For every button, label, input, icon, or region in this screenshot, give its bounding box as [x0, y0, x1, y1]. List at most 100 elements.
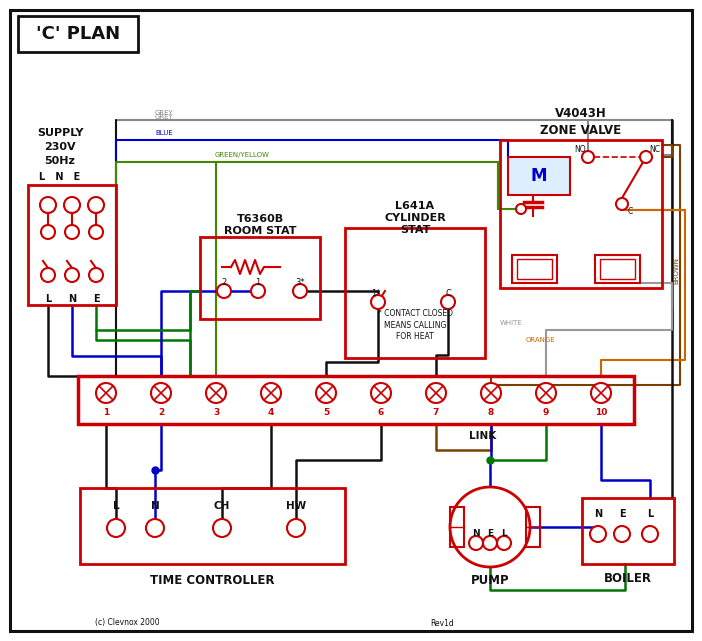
Text: 9: 9	[543, 408, 549, 417]
Bar	[450, 507, 464, 547]
Text: E: E	[487, 528, 493, 538]
Circle shape	[516, 204, 526, 214]
Text: 3: 3	[213, 408, 219, 417]
Circle shape	[497, 536, 511, 550]
Circle shape	[107, 519, 125, 537]
Bar	[200, 237, 320, 319]
Bar	[18, 16, 138, 52]
Circle shape	[41, 268, 55, 282]
Text: 230V: 230V	[44, 142, 76, 152]
Circle shape	[316, 383, 336, 403]
Text: ORANGE: ORANGE	[526, 337, 555, 343]
Text: GREY: GREY	[155, 110, 174, 116]
Text: HW: HW	[286, 501, 306, 511]
Bar	[500, 140, 662, 288]
Text: L: L	[501, 528, 507, 538]
Circle shape	[40, 197, 56, 213]
Text: WHITE: WHITE	[500, 320, 523, 326]
Text: 6: 6	[378, 408, 384, 417]
Text: L641A
CYLINDER
STAT: L641A CYLINDER STAT	[384, 201, 446, 235]
Text: NO: NO	[574, 144, 585, 153]
Circle shape	[41, 225, 55, 239]
Bar	[600, 259, 635, 279]
Text: L   N   E: L N E	[39, 172, 81, 182]
Circle shape	[642, 526, 658, 542]
Text: C: C	[445, 288, 451, 297]
Circle shape	[614, 526, 630, 542]
Bar	[28, 185, 116, 305]
Circle shape	[65, 268, 79, 282]
Text: Rev1d: Rev1d	[430, 619, 453, 628]
Text: LINK: LINK	[470, 431, 496, 441]
Text: V4043H
ZONE VALVE: V4043H ZONE VALVE	[541, 107, 621, 137]
Text: 7: 7	[433, 408, 439, 417]
Circle shape	[217, 284, 231, 298]
Text: 2: 2	[221, 278, 227, 287]
Text: M: M	[531, 167, 548, 185]
Circle shape	[426, 383, 446, 403]
Circle shape	[213, 519, 231, 537]
Text: GREY: GREY	[155, 114, 174, 120]
Circle shape	[206, 383, 226, 403]
Bar	[78, 376, 634, 424]
Bar	[526, 507, 540, 547]
Text: E: E	[618, 509, 625, 519]
Text: N: N	[472, 528, 479, 538]
Text: N: N	[68, 294, 76, 304]
Text: 8: 8	[488, 408, 494, 417]
Circle shape	[450, 487, 530, 567]
Text: SUPPLY: SUPPLY	[37, 128, 84, 138]
Text: 50Hz: 50Hz	[44, 156, 75, 166]
Circle shape	[616, 198, 628, 210]
Circle shape	[261, 383, 281, 403]
Text: * CONTACT CLOSED
MEANS CALLING
FOR HEAT: * CONTACT CLOSED MEANS CALLING FOR HEAT	[378, 309, 453, 341]
Text: GREEN/YELLOW: GREEN/YELLOW	[215, 152, 270, 158]
Circle shape	[590, 526, 606, 542]
Circle shape	[151, 383, 171, 403]
Text: TIME CONTROLLER: TIME CONTROLLER	[150, 574, 274, 587]
Circle shape	[591, 383, 611, 403]
Text: BLUE: BLUE	[155, 130, 173, 136]
Text: BROWN: BROWN	[673, 256, 679, 283]
Circle shape	[88, 197, 104, 213]
Text: 'C' PLAN: 'C' PLAN	[36, 25, 120, 43]
Text: (c) Clevnox 2000: (c) Clevnox 2000	[95, 619, 159, 628]
Text: 1*: 1*	[371, 288, 380, 297]
Text: 2: 2	[158, 408, 164, 417]
Text: T6360B
ROOM STAT: T6360B ROOM STAT	[224, 214, 296, 236]
Text: N: N	[151, 501, 159, 511]
Text: 10: 10	[595, 408, 607, 417]
Bar	[508, 157, 570, 195]
Circle shape	[65, 225, 79, 239]
Text: L: L	[647, 509, 653, 519]
Circle shape	[96, 383, 116, 403]
Text: PUMP: PUMP	[470, 574, 510, 588]
Circle shape	[640, 151, 652, 163]
Text: L: L	[113, 501, 119, 511]
Text: 1: 1	[256, 278, 260, 287]
Circle shape	[582, 151, 594, 163]
Circle shape	[89, 268, 103, 282]
Text: L: L	[45, 294, 51, 304]
Bar	[582, 498, 674, 564]
Circle shape	[481, 383, 501, 403]
Bar	[512, 255, 557, 283]
Circle shape	[371, 383, 391, 403]
Circle shape	[287, 519, 305, 537]
Circle shape	[293, 284, 307, 298]
Circle shape	[371, 295, 385, 309]
Text: 3*: 3*	[295, 278, 305, 287]
Bar	[517, 259, 552, 279]
Text: 1: 1	[103, 408, 109, 417]
Bar	[345, 228, 485, 358]
Text: BOILER: BOILER	[604, 572, 652, 585]
Text: N: N	[594, 509, 602, 519]
Circle shape	[251, 284, 265, 298]
Text: NC: NC	[649, 144, 661, 153]
Circle shape	[483, 536, 497, 550]
Circle shape	[146, 519, 164, 537]
Circle shape	[441, 295, 455, 309]
Text: 5: 5	[323, 408, 329, 417]
Circle shape	[536, 383, 556, 403]
Circle shape	[469, 536, 483, 550]
